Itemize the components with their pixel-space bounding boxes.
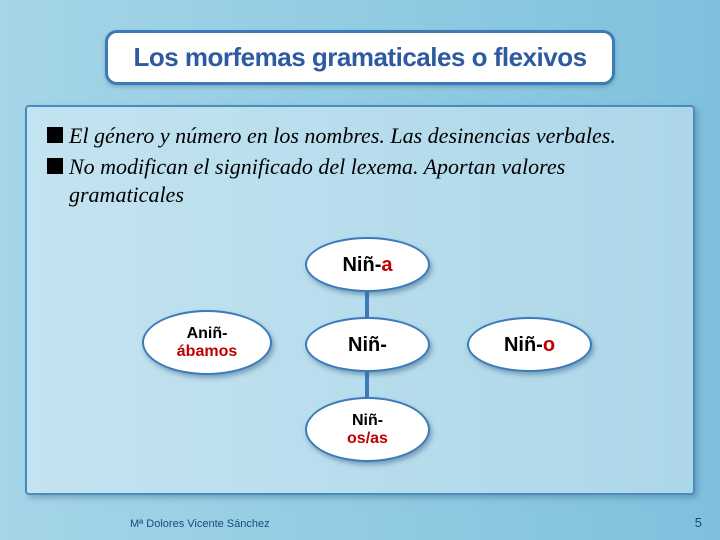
bullet-item: El género y número en los nombres. Las d…	[47, 122, 673, 151]
node-label: Niñ-o	[504, 334, 555, 356]
title-text: Los morfemas gramaticales o flexivos	[133, 42, 586, 73]
bullet-item: No modifican el significado del lexema. …	[47, 153, 673, 210]
node-top: Niñ-a	[305, 237, 430, 292]
content-box: El género y número en los nombres. Las d…	[25, 105, 695, 495]
node-bottom: Niñ-os/as	[305, 397, 430, 462]
connector-line	[365, 292, 369, 318]
node-label: Niñ-	[348, 334, 387, 356]
node-label: Niñ-os/as	[347, 412, 388, 447]
page-number: 5	[695, 515, 702, 530]
bullet-square-icon	[47, 127, 63, 143]
suffix-text: o	[543, 334, 555, 356]
bullet-text: No modifican el significado del lexema. …	[69, 153, 673, 210]
node-label: Niñ-a	[342, 254, 392, 276]
node-label: Aniñ-ábamos	[177, 325, 237, 360]
bullet-square-icon	[47, 158, 63, 174]
stem-text: Niñ-	[348, 334, 387, 356]
suffix-text: os/as	[347, 430, 388, 447]
title-box: Los morfemas gramaticales o flexivos	[105, 30, 615, 85]
stem-text: Niñ-	[342, 254, 381, 276]
morpheme-diagram: Niñ-a Aniñ-ábamos Niñ- Niñ-o Niñ-os/as	[27, 237, 693, 487]
suffix-text: a	[381, 254, 392, 276]
bullet-text: El género y número en los nombres. Las d…	[69, 122, 616, 151]
stem-text: Niñ-	[504, 334, 543, 356]
stem-text: Niñ-	[352, 412, 383, 429]
node-right: Niñ-o	[467, 317, 592, 372]
connector-line	[365, 372, 369, 398]
node-left: Aniñ-ábamos	[142, 310, 272, 375]
stem-text: Aniñ-	[187, 325, 228, 342]
footer-author: Mª Dolores Vicente Sánchez	[130, 518, 270, 530]
suffix-text: ábamos	[177, 343, 237, 360]
node-center: Niñ-	[305, 317, 430, 372]
